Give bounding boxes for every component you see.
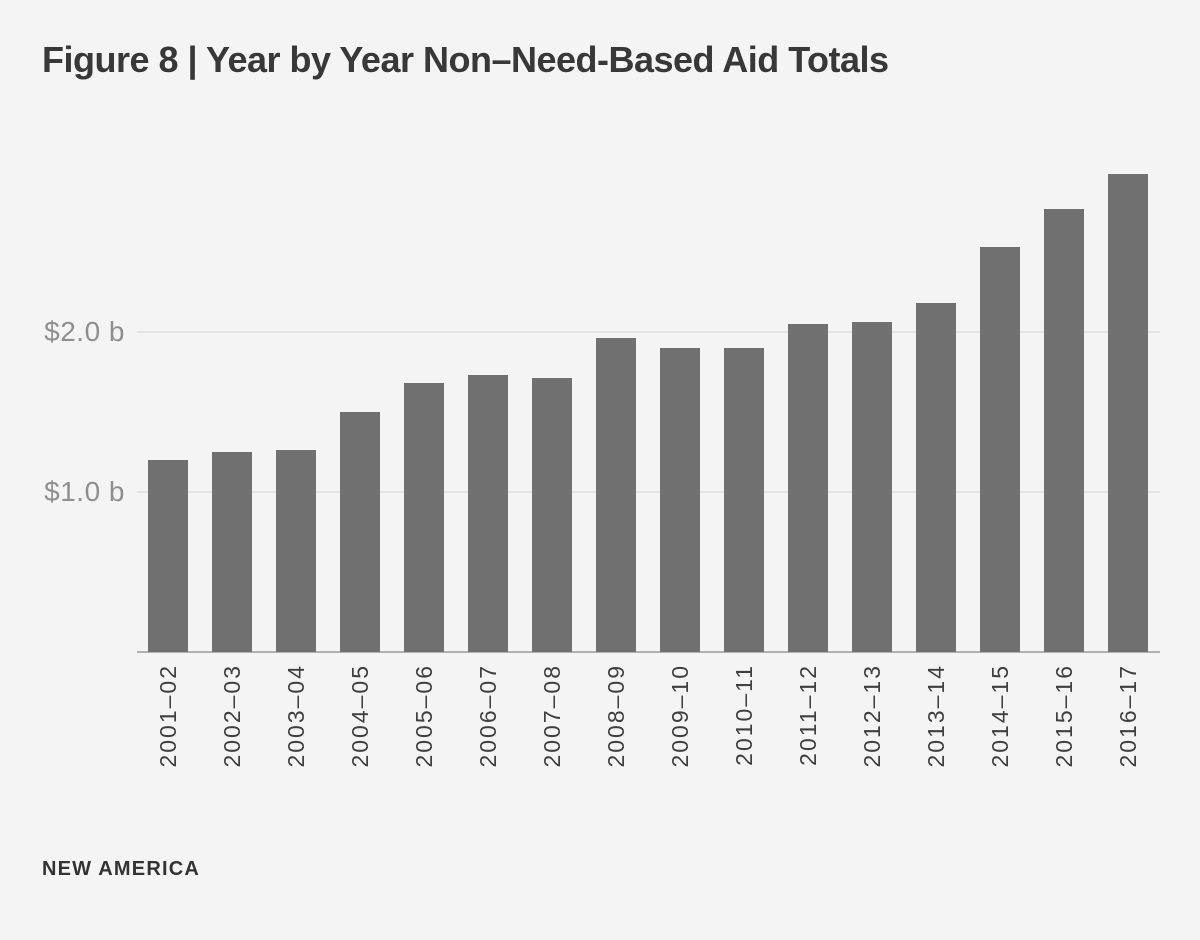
- bar-2004-05: [340, 412, 380, 652]
- x-axis-tick-label-text: 2012–13: [858, 664, 885, 768]
- bar-2001-02: [148, 460, 188, 652]
- bar-2016-17: [1108, 173, 1148, 652]
- bar-2014-15: [980, 247, 1020, 652]
- x-axis-tick-label: 2014–15: [984, 664, 1016, 768]
- bar-2007-08: [532, 378, 572, 652]
- x-axis-tick-label-text: 2013–14: [922, 664, 949, 768]
- x-axis-tick-label-text: 2005–06: [410, 664, 437, 768]
- x-axis-tick-label: 2016–17: [1112, 664, 1144, 768]
- x-axis-tick-label: 2008–09: [600, 664, 632, 768]
- x-axis-tick-label-text: 2008–09: [602, 664, 629, 768]
- x-axis-tick-label-text: 2016–17: [1114, 664, 1141, 768]
- bar-2002-03: [212, 452, 252, 652]
- x-axis-tick-label-text: 2003–04: [282, 664, 309, 768]
- x-axis-tick-label-text: 2006–07: [474, 664, 501, 768]
- x-axis-tick-label-text: 2001–02: [154, 664, 181, 768]
- x-axis-tick-label-text: 2009–10: [666, 664, 693, 768]
- bar-2011-12: [788, 324, 828, 652]
- x-axis-tick-label: 2004–05: [344, 664, 376, 768]
- y-axis-tick-label: $2.0 b: [44, 316, 125, 347]
- bar-2003-04: [276, 450, 316, 652]
- bar-2009-10: [660, 348, 700, 652]
- x-axis-tick-label-text: 2002–03: [218, 664, 245, 768]
- bar-2008-09: [596, 338, 636, 652]
- x-axis-tick-label-text: 2007–08: [538, 664, 565, 768]
- bar-2013-14: [916, 303, 956, 652]
- x-axis-tick-label-text: 2015–16: [1050, 664, 1077, 768]
- x-axis-tick-label-text: 2011–12: [794, 664, 821, 766]
- bar-2006-07: [468, 375, 508, 652]
- x-axis-tick-label-text: 2010–11: [730, 664, 757, 766]
- x-axis-tick-label: 2011–12: [792, 664, 824, 766]
- x-axis-tick-label: 2005–06: [408, 664, 440, 768]
- y-axis-tick-label: $1.0 b: [44, 476, 125, 507]
- x-axis-tick-label: 2015–16: [1048, 664, 1080, 768]
- x-axis-tick-label-text: 2014–15: [986, 664, 1013, 768]
- x-axis-tick-label-text: 2004–05: [346, 664, 373, 768]
- bar-2005-06: [404, 383, 444, 652]
- x-axis-tick-label: 2013–14: [920, 664, 952, 768]
- bar-2015-16: [1044, 208, 1084, 652]
- x-axis-tick-label: 2002–03: [216, 664, 248, 768]
- bar-2010-11: [724, 348, 764, 652]
- x-axis-tick-label: 2001–02: [152, 664, 184, 768]
- x-axis-tick-label: 2006–07: [472, 664, 504, 768]
- gridline-10b: [137, 491, 1160, 493]
- x-axis-tick-label: 2003–04: [280, 664, 312, 768]
- x-axis-tick-label: 2012–13: [856, 664, 888, 768]
- x-axis-tick-label: 2010–11: [728, 664, 760, 766]
- figure-title: Figure 8 | Year by Year Non–Need-Based A…: [42, 39, 889, 80]
- bar-2012-13: [852, 322, 892, 652]
- x-axis-line: [137, 651, 1160, 653]
- x-axis-tick-label: 2009–10: [664, 664, 696, 768]
- brand-footer: NEW AMERICA: [42, 858, 201, 880]
- gridline-20b: [137, 331, 1160, 333]
- x-axis-tick-label: 2007–08: [536, 664, 568, 768]
